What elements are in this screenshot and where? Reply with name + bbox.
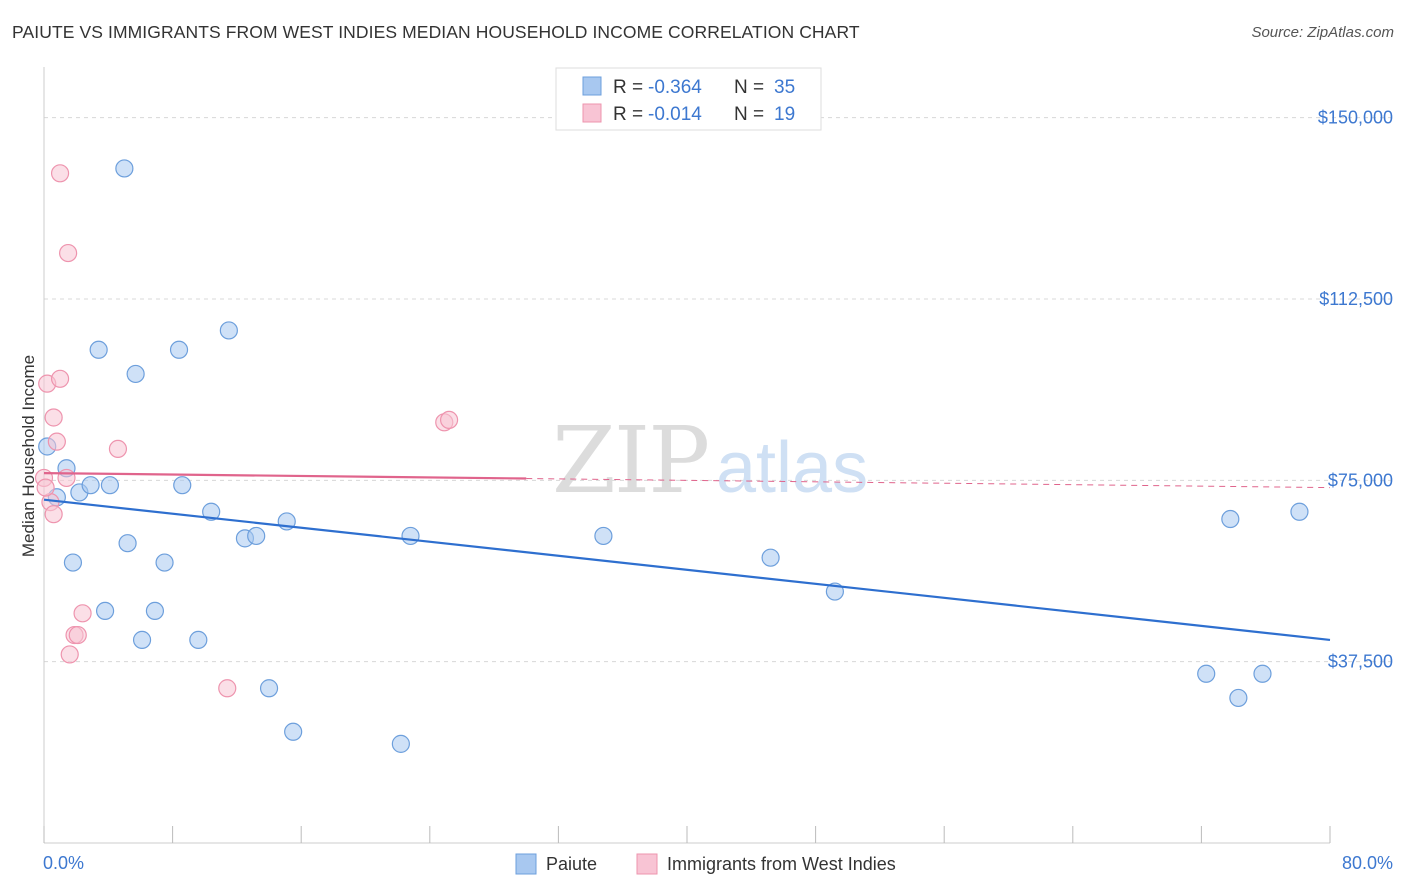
- stats-r-label-paiute: R =: [613, 77, 643, 98]
- point-paiute-2: [89, 340, 108, 359]
- point-paiute-22: [145, 601, 165, 620]
- legend-label-paiute: Paiute: [546, 854, 597, 874]
- point-paiute-10: [100, 476, 120, 495]
- legend-label-west-indies: Immigrants from West Indies: [667, 854, 896, 874]
- point-paiute-27: [391, 734, 410, 753]
- point-west-indies-13: [73, 604, 92, 623]
- point-west-indies-18: [36, 478, 55, 497]
- y-tick-label-3: $37,500: [1328, 652, 1393, 672]
- x-tick-max: 80.0%: [1342, 853, 1393, 873]
- watermark: ZIP atlas: [552, 407, 868, 514]
- point-west-indies-17: [218, 679, 237, 698]
- stats-swatch-west-indies: [582, 103, 602, 123]
- point-paiute-28: [761, 548, 780, 567]
- trend-lines: [43, 471, 1331, 642]
- point-paiute-34: [1229, 688, 1248, 708]
- point-paiute-21: [95, 601, 115, 620]
- stats-n-label-paiute: N =: [734, 77, 764, 98]
- chart-title: PAIUTE VS IMMIGRANTS FROM WEST INDIES ME…: [12, 22, 860, 42]
- point-paiute-19: [118, 534, 137, 553]
- y-tick-label-1: $112,500: [1319, 289, 1393, 309]
- point-paiute-0: [115, 159, 134, 178]
- point-paiute-23: [132, 630, 152, 650]
- point-west-indies-3: [50, 369, 70, 388]
- series-legend: Paiute Immigrants from West Indies: [515, 853, 896, 875]
- grid-lines: [44, 117, 1396, 663]
- point-west-indies-10: [57, 468, 76, 488]
- stats-n-value-paiute: 35: [774, 77, 795, 98]
- point-paiute-20: [155, 553, 174, 572]
- point-paiute-1: [219, 321, 238, 340]
- watermark-zip: ZIP: [552, 407, 708, 514]
- y-tick-label-2: $75,000: [1328, 470, 1393, 490]
- source-credit: Source: ZipAtlas.com: [1251, 24, 1394, 41]
- point-west-indies-15: [68, 625, 87, 645]
- stats-r-label-west-indies: R =: [613, 104, 643, 125]
- point-paiute-25: [259, 679, 279, 698]
- trend-line-paiute: [43, 498, 1331, 642]
- point-paiute-32: [1197, 664, 1216, 683]
- y-tick-label-0: $150,000: [1318, 108, 1393, 128]
- point-paiute-33: [1253, 664, 1272, 683]
- point-west-indies-16: [60, 645, 79, 664]
- trend-line-west-indies: [43, 471, 527, 480]
- stats-r-value-paiute: -0.364: [648, 77, 702, 98]
- point-paiute-4: [126, 364, 145, 384]
- stats-n-value-west-indies: 19: [774, 104, 795, 125]
- stats-r-value-west-indies: -0.014: [648, 104, 702, 125]
- point-paiute-24: [189, 630, 208, 650]
- point-paiute-30: [1221, 509, 1240, 529]
- point-paiute-9: [81, 476, 100, 495]
- point-paiute-26: [284, 722, 303, 741]
- y-tick-labels: $150,000 $112,500 $75,000 $37,500: [1318, 108, 1393, 672]
- point-paiute-3: [169, 340, 189, 359]
- point-west-indies-5: [47, 432, 66, 451]
- watermark-atlas: atlas: [716, 428, 868, 508]
- stats-swatch-paiute: [582, 76, 602, 96]
- trend-line-west-indies-extension: [526, 478, 1331, 489]
- point-west-indies-12: [44, 505, 63, 524]
- point-paiute-31: [1290, 502, 1309, 521]
- stats-n-label-west-indies: N =: [734, 104, 764, 125]
- point-paiute-15: [247, 526, 266, 546]
- stats-legend: R = -0.364 N = 35 R = -0.014 N = 19: [555, 67, 822, 131]
- legend-swatch-paiute: [515, 853, 537, 875]
- point-paiute-11: [173, 476, 192, 495]
- y-axis-label: Median Household Income: [19, 355, 38, 557]
- point-paiute-12: [202, 502, 221, 521]
- point-paiute-17: [594, 526, 613, 546]
- point-west-indies-4: [44, 408, 63, 427]
- point-west-indies-0: [50, 164, 70, 183]
- point-paiute-16: [401, 526, 420, 546]
- point-west-indies-8: [439, 410, 459, 429]
- data-points: [34, 159, 1309, 753]
- point-paiute-18: [63, 553, 83, 572]
- point-west-indies-1: [59, 243, 78, 263]
- x-tick-min: 0.0%: [43, 853, 84, 873]
- legend-swatch-west-indies: [636, 853, 658, 875]
- point-west-indies-6: [108, 439, 128, 459]
